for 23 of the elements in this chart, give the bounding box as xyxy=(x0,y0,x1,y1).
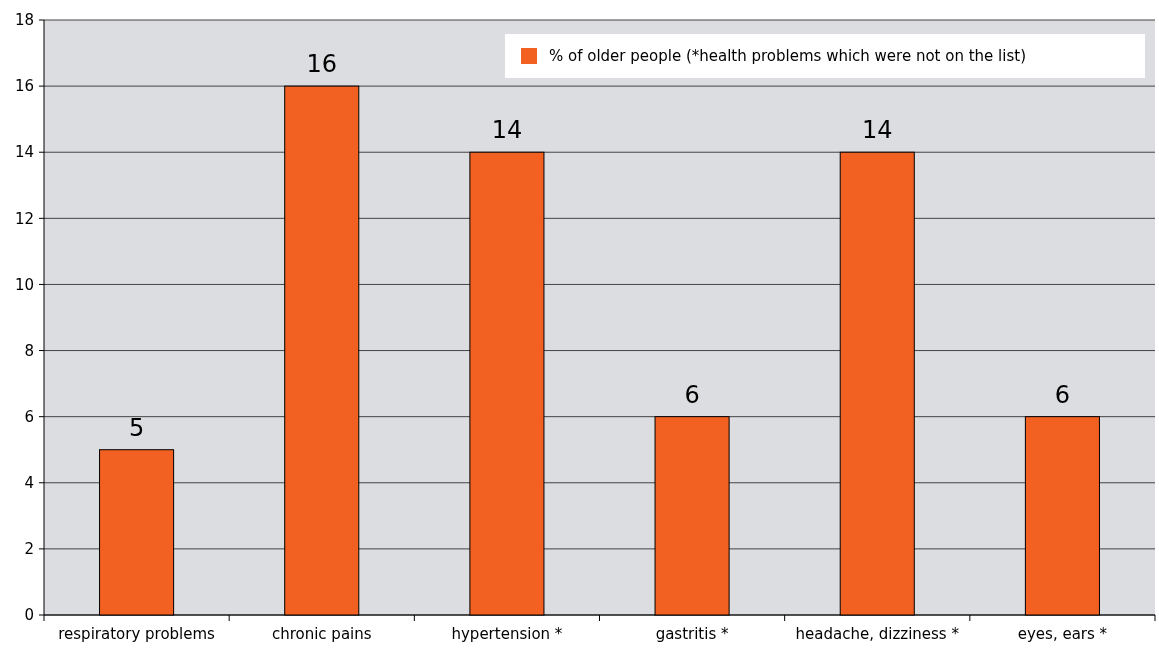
y-tick-label: 12 xyxy=(14,209,34,228)
y-tick-label: 4 xyxy=(24,474,34,493)
y-tick-label: 10 xyxy=(14,275,34,294)
y-tick-label: 0 xyxy=(24,606,34,625)
x-tick-label: chronic pains xyxy=(271,625,372,643)
y-tick-label: 18 xyxy=(14,11,34,30)
x-tick-label: headache, dizziness * xyxy=(795,625,960,643)
data-label: 14 xyxy=(861,116,893,145)
data-label: 14 xyxy=(491,116,523,145)
y-tick-label: 14 xyxy=(14,143,34,162)
data-label: 5 xyxy=(128,413,145,442)
x-tick-label: eyes, ears * xyxy=(1017,625,1108,643)
data-label: 6 xyxy=(1054,380,1071,409)
legend-label: % of older people (*health problems which were not on the list) xyxy=(549,47,1026,66)
data-label: 16 xyxy=(306,50,338,79)
y-tick-label: 8 xyxy=(24,341,34,360)
data-label: 6 xyxy=(684,380,700,409)
y-tick-label: 16 xyxy=(14,77,34,96)
y-tick-label: 6 xyxy=(24,407,34,426)
x-tick-label: respiratory problems xyxy=(58,625,216,643)
y-tick-label: 2 xyxy=(24,540,34,559)
x-tick-label: gastritis * xyxy=(655,625,730,643)
x-tick-label: hypertension * xyxy=(451,625,563,643)
